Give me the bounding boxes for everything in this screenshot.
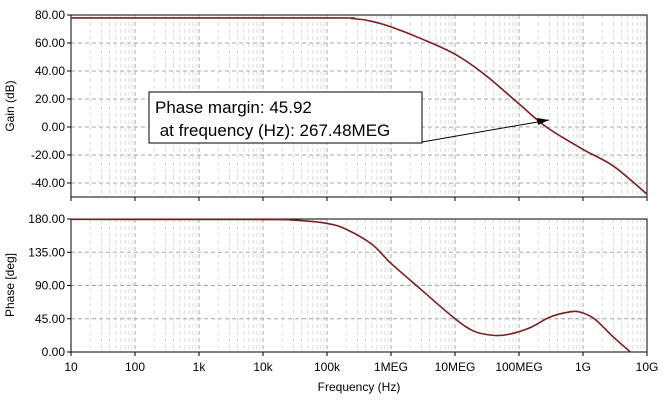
y-tick-label: 20.00 — [35, 92, 65, 106]
x-tick-label: 10k — [253, 360, 273, 374]
x-tick-label: 1MEG — [374, 360, 408, 374]
y-tick-label: 40.00 — [35, 64, 65, 78]
y-tick-label: 60.00 — [35, 36, 65, 50]
y-tick-label: 135.00 — [28, 245, 65, 259]
callout-line-phase-margin: Phase margin: 45.92 — [155, 98, 312, 117]
y-axis-label: Gain (dB) — [3, 80, 17, 131]
y-tick-label: 180.00 — [28, 212, 65, 226]
chart-canvas: 80.00 60.00 40.00 20.00 0.00 -20.00 -40.00 Gain… — [0, 0, 668, 409]
y-tick-label: 0.00 — [42, 120, 66, 134]
y-tick-label: -40.00 — [31, 176, 65, 190]
x-tick-label: 100 — [125, 360, 145, 374]
y-tick-label: 90.00 — [35, 279, 65, 293]
bode-plot: 80.00 60.00 40.00 20.00 0.00 -20.00 -40.00 Gain… — [0, 0, 668, 409]
x-tick-label: 10MEG — [435, 360, 476, 374]
x-tick-label: 100MEG — [495, 360, 542, 374]
x-tick-label: 100k — [314, 360, 341, 374]
x-tick-label: 1G — [575, 360, 591, 374]
callout-line-frequency: at frequency (Hz): 267.48MEG — [155, 121, 390, 140]
x-tick-label: 10G — [636, 360, 659, 374]
x-tick-label: 1k — [193, 360, 207, 374]
x-axis-label: Frequency (Hz) — [318, 380, 401, 394]
y-tick-label: 80.00 — [35, 8, 65, 22]
y-tick-label: -20.00 — [31, 148, 65, 162]
y-axis-label: Phase [deg] — [3, 253, 17, 317]
x-tick-label: 10 — [64, 360, 78, 374]
y-tick-label: 45.00 — [35, 312, 65, 326]
y-tick-label: 0.00 — [42, 345, 66, 359]
